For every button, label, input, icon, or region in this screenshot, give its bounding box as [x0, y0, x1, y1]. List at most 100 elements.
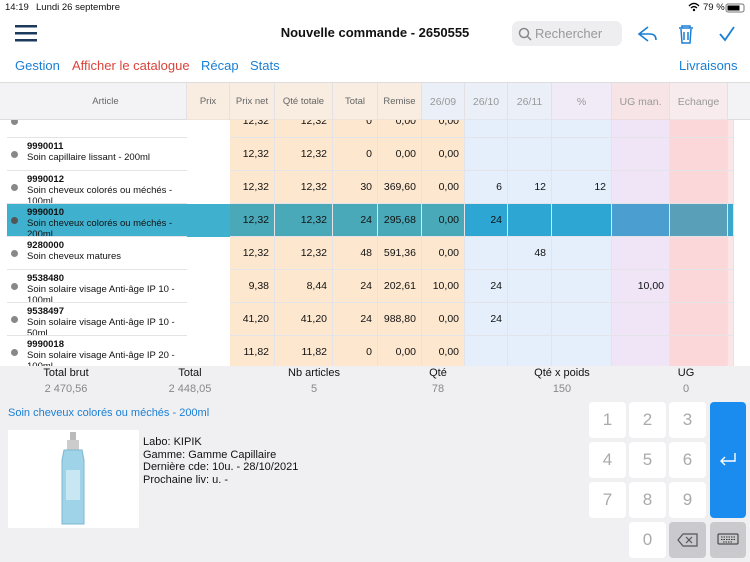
article-cell: 9990010 Soin cheveux colorés ou méchés - …	[27, 207, 185, 240]
table-cell: 41,20	[275, 303, 333, 336]
keypad-key[interactable]: 1	[589, 402, 626, 438]
table-body: Soin capillaire lissant - 100ml12,3212,3…	[0, 120, 750, 366]
table-cell: 12,32	[275, 171, 333, 204]
table-cell	[465, 237, 508, 270]
column-header[interactable]: Remise	[378, 83, 422, 120]
article-code: 9280000	[27, 240, 64, 251]
column-header[interactable]: Qté totale	[275, 83, 333, 120]
keypad-key[interactable]: 7	[589, 482, 626, 518]
column-header[interactable]: Prix net	[230, 83, 275, 120]
table-cell	[508, 303, 552, 336]
table-cell: 0,00	[422, 204, 465, 237]
table-cell	[508, 270, 552, 303]
article-code: 9538497	[27, 306, 64, 317]
table-cell: 0,00	[422, 138, 465, 171]
keypad-key[interactable]: 9	[669, 482, 706, 518]
table-cell	[552, 303, 612, 336]
keypad-key[interactable]: 3	[669, 402, 706, 438]
table-cell	[612, 237, 670, 270]
column-header[interactable]: %	[552, 83, 612, 120]
table-cell: 12,32	[275, 237, 333, 270]
toolbar-icons[interactable]	[636, 23, 746, 45]
backspace-key[interactable]	[669, 522, 706, 558]
detail-line: Gamme: Gamme Capillaire	[143, 448, 277, 461]
menu-button[interactable]	[15, 24, 39, 42]
summary-label: Qté x poids	[534, 367, 590, 379]
keypad-key[interactable]: 8	[629, 482, 666, 518]
table-cell	[552, 270, 612, 303]
column-header[interactable]: 26/11	[508, 83, 552, 120]
summary-label: Nb articles	[288, 367, 340, 379]
column-header[interactable]: Prix	[187, 83, 230, 120]
table-cell: 0,00	[422, 336, 465, 366]
summary-label: UG	[677, 367, 695, 379]
column-header[interactable]: Total	[333, 83, 378, 120]
table-cell	[552, 237, 612, 270]
article-cell: 9990011 Soin capillaire lissant - 200ml	[27, 141, 185, 163]
keypad-key[interactable]: 6	[669, 442, 706, 478]
table-cell	[552, 336, 612, 366]
table-cell	[508, 336, 552, 366]
status-dot	[11, 184, 18, 191]
tab[interactable]: Afficher le catalogue	[72, 58, 190, 73]
tab[interactable]: Livraisons	[679, 58, 738, 73]
table-cell	[728, 120, 734, 138]
article-name: Soin cheveux matures	[27, 251, 121, 262]
summary-label: Total	[178, 367, 202, 379]
table-cell: 0,00	[422, 303, 465, 336]
summary-value: 150	[552, 383, 572, 395]
table-cell	[612, 204, 670, 237]
column-header[interactable]: Article	[25, 83, 187, 120]
article-name: Soin solaire visage Anti-âge IP 10 - 100…	[27, 284, 175, 306]
keyboard-key[interactable]	[710, 522, 746, 558]
tab[interactable]: Gestion	[15, 58, 60, 73]
tab[interactable]: Stats	[250, 58, 280, 73]
article-code: 9990018	[27, 339, 64, 350]
table-cell: 12,32	[275, 138, 333, 171]
table-cell: 12,32	[275, 120, 333, 138]
table-cell: 10,00	[612, 270, 670, 303]
table-cell	[670, 336, 728, 366]
table-cell: 0,00	[378, 336, 422, 366]
status-dot	[11, 316, 18, 323]
table-cell	[552, 204, 612, 237]
column-header[interactable]: UG man.	[612, 83, 670, 120]
tab[interactable]: Récap	[201, 58, 239, 73]
product-name: Soin cheveux colorés ou méchés - 200ml	[8, 407, 210, 419]
keypad-key[interactable]: 4	[589, 442, 626, 478]
keypad-key[interactable]: 0	[629, 522, 666, 558]
table-cell	[612, 171, 670, 204]
column-header[interactable]: 26/10	[465, 83, 508, 120]
table-cell: 988,80	[378, 303, 422, 336]
keypad-key[interactable]: 2	[629, 402, 666, 438]
table-cell	[670, 270, 728, 303]
search-field[interactable]: Rechercher	[512, 21, 622, 46]
table-cell: 12	[508, 171, 552, 204]
time: 14:19	[5, 2, 29, 13]
table-cell	[670, 237, 728, 270]
status-dot	[11, 250, 18, 257]
table-cell	[728, 303, 734, 336]
column-header[interactable]: Echange	[670, 83, 728, 120]
table-cell	[728, 204, 734, 237]
enter-icon	[720, 453, 736, 466]
article-cell: 9538497 Soin solaire visage Anti-âge IP 1…	[27, 306, 185, 339]
table-cell: 12,32	[230, 237, 275, 270]
keyboard-icon	[717, 533, 739, 545]
keypad-key[interactable]: 5	[629, 442, 666, 478]
row-line	[7, 269, 187, 270]
table-cell	[508, 204, 552, 237]
enter-key[interactable]	[710, 402, 746, 518]
page-title: Nouvelle commande - 2650555	[280, 25, 470, 40]
summary-value: 78	[431, 383, 445, 395]
table-cell	[612, 336, 670, 366]
row-line	[7, 170, 187, 171]
summary-label: Total brut	[43, 367, 89, 379]
table-cell: 12	[552, 171, 612, 204]
column-header[interactable]: 26/09	[422, 83, 465, 120]
table-cell: 24	[465, 303, 508, 336]
table-cell: 24	[333, 204, 378, 237]
summary-value: 2 470,56	[44, 383, 88, 395]
search-icon	[518, 27, 532, 41]
